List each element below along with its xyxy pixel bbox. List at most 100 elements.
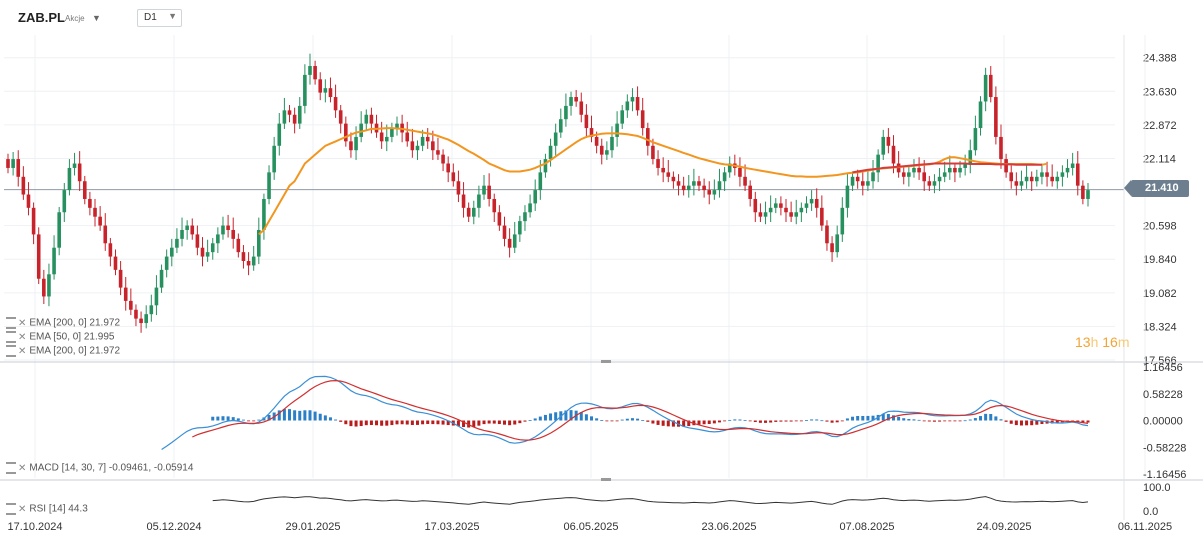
settings-icon[interactable] xyxy=(6,503,16,515)
timeframe-value: D1 xyxy=(144,12,157,23)
candle-body xyxy=(927,181,932,186)
candle-body xyxy=(108,243,113,257)
symbol-dropdown-icon[interactable]: ▼ xyxy=(92,13,101,23)
candle-body xyxy=(144,314,148,324)
candle-body xyxy=(620,110,625,124)
candle-body xyxy=(820,207,824,226)
candle-body xyxy=(410,141,415,151)
macd-bar xyxy=(671,420,675,427)
macd-bar xyxy=(282,409,286,421)
macd-bar xyxy=(369,420,373,426)
macd-bar xyxy=(641,420,645,421)
pane-resize-handle xyxy=(601,360,611,363)
close-icon[interactable]: ✕ xyxy=(18,462,27,474)
ema200-line xyxy=(852,162,1042,174)
candle-body xyxy=(999,136,1003,160)
macd-bar xyxy=(820,420,824,422)
macd-bar xyxy=(590,416,594,421)
candle-body xyxy=(175,238,179,248)
candle-body xyxy=(850,176,855,186)
timeframe-select[interactable]: D1 ▼ xyxy=(137,9,182,27)
candle-body xyxy=(88,198,92,208)
candle-body xyxy=(558,119,563,133)
candle-body xyxy=(564,105,568,120)
candle-body xyxy=(1060,172,1065,177)
candle-body xyxy=(666,172,671,177)
candle-body xyxy=(948,167,952,173)
macd-bar xyxy=(656,420,660,425)
candle-body xyxy=(886,136,891,146)
macd-bar xyxy=(400,420,404,425)
close-icon[interactable]: ✕ xyxy=(18,317,27,329)
candle-body xyxy=(364,114,369,124)
candle-body xyxy=(390,128,394,137)
macd-bar xyxy=(938,420,942,422)
settings-icon[interactable] xyxy=(6,317,16,329)
legend-rsi[interactable]: ✕ RSI [14] 44.3 xyxy=(6,503,88,515)
settings-icon[interactable] xyxy=(6,345,16,357)
macd-bar xyxy=(1009,420,1013,424)
candle-body xyxy=(722,172,727,182)
macd-bar xyxy=(666,420,670,427)
macd-bar xyxy=(421,420,425,425)
candle-body xyxy=(277,123,282,146)
close-icon[interactable]: ✕ xyxy=(18,503,27,515)
candle-body xyxy=(743,176,747,186)
macd-bar xyxy=(415,420,419,425)
time-tick-label: 05.12.2024 xyxy=(146,521,201,533)
chart-toolbar: ZAB.PL Akcje ▼ D1 ▼ xyxy=(0,0,1203,34)
candle-body xyxy=(825,225,829,244)
legend-ema-3[interactable]: ✕ EMA [200, 0] 21.972 xyxy=(6,345,120,357)
candle-body xyxy=(835,234,839,253)
last-price-badge: 21.410 xyxy=(1124,180,1189,197)
close-icon[interactable]: ✕ xyxy=(18,331,27,343)
legend-macd[interactable]: ✕ MACD [14, 30, 7] -0.09461, -0.05914 xyxy=(6,462,193,474)
candle-body xyxy=(605,150,609,155)
candle-body xyxy=(1055,176,1060,182)
candle-body xyxy=(738,167,742,177)
candle-body xyxy=(67,167,72,191)
symbol-label[interactable]: ZAB.PL xyxy=(18,10,65,25)
macd-bar xyxy=(267,414,271,421)
candle-body xyxy=(763,212,768,217)
legend-ema-3-label: EMA [200, 0] 21.972 xyxy=(29,345,121,357)
macd-bar xyxy=(441,420,445,425)
settings-icon[interactable] xyxy=(6,331,16,343)
macd-bar xyxy=(963,420,967,422)
macd-bar xyxy=(303,410,307,421)
time-tick-label: 29.01.2025 xyxy=(285,521,340,533)
time-tick-label: 17.03.2025 xyxy=(424,521,479,533)
macd-histogram xyxy=(211,409,1090,428)
macd-bar xyxy=(380,420,384,426)
candle-body xyxy=(507,238,512,248)
settings-icon[interactable] xyxy=(6,462,16,474)
legend-ema-2[interactable]: ✕ EMA [50, 0] 21.995 xyxy=(6,331,114,343)
macd-bar xyxy=(405,420,409,425)
candle-body xyxy=(779,203,783,208)
candle-body xyxy=(1050,176,1054,182)
candle-body xyxy=(313,66,317,80)
candle-body xyxy=(384,136,389,142)
macd-tick-label: -0.58228 xyxy=(1143,442,1186,454)
macd-bar xyxy=(1055,420,1059,423)
candle-body xyxy=(860,181,865,186)
close-icon[interactable]: ✕ xyxy=(18,345,27,357)
candle-body xyxy=(988,74,993,98)
macd-bar xyxy=(994,416,998,421)
candle-body xyxy=(528,203,532,213)
macd-bar xyxy=(252,420,256,422)
macd-bar xyxy=(851,416,855,421)
legend-ema-1[interactable]: ✕ EMA [200, 0] 21.972 xyxy=(6,317,120,329)
candle-body xyxy=(415,145,420,151)
macd-bar xyxy=(313,411,317,421)
macd-bar xyxy=(431,420,435,425)
candle-body xyxy=(47,274,51,297)
macd-bar xyxy=(231,417,235,421)
candle-body xyxy=(773,203,778,208)
macd-bar xyxy=(620,419,624,421)
macd-bar xyxy=(508,420,512,426)
candle-body xyxy=(139,318,143,324)
candle-body xyxy=(497,212,502,226)
candle-body xyxy=(77,163,82,182)
